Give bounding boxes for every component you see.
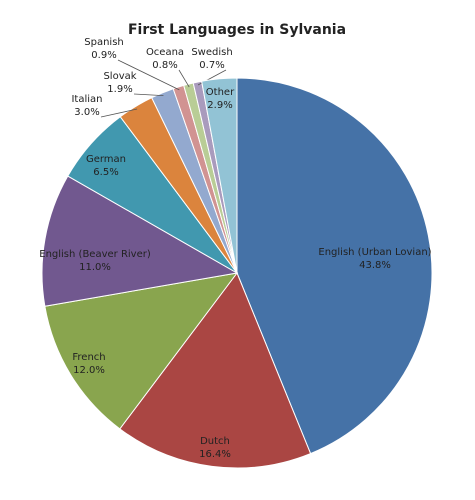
slice-value-label: 2.9%	[207, 100, 232, 111]
slice-value-label: 0.8%	[152, 60, 177, 71]
slice-value-label: 0.9%	[91, 50, 116, 61]
slice	[119, 271, 312, 469]
slice-label: Dutch	[200, 436, 230, 447]
slice-label: Slovak	[103, 71, 136, 82]
slice	[236, 77, 433, 455]
slice-value-label: 16.4%	[199, 449, 231, 460]
slice-label: English (Urban Lovian)	[318, 247, 431, 258]
slice-label: Spanish	[84, 37, 124, 48]
leader-line	[133, 93, 164, 97]
slice-value-label: 3.0%	[74, 107, 99, 118]
leader-line	[178, 69, 190, 88]
slice-value-label: 11.0%	[79, 262, 111, 273]
slice-label: French	[72, 352, 105, 363]
slice-label: Oceana	[146, 47, 184, 58]
slice-value-label: 0.7%	[199, 60, 224, 71]
slice-value-label: 12.0%	[73, 365, 105, 376]
slice-value-label: 6.5%	[93, 167, 118, 178]
slice-label: Swedish	[191, 47, 232, 58]
slice-label: German	[86, 154, 126, 165]
slice-value-label: 1.9%	[107, 84, 132, 95]
slice	[44, 272, 239, 430]
slice-label: Other	[206, 87, 235, 98]
slice-label: English (Beaver River)	[39, 249, 151, 260]
slice-value-label: 43.8%	[359, 260, 391, 271]
chart-title: First Languages in Sylvania	[128, 22, 346, 38]
slice	[201, 77, 238, 274]
slice	[41, 175, 239, 307]
leader-line	[117, 59, 180, 91]
slice-label: Italian	[71, 94, 102, 105]
leader-line	[100, 108, 138, 118]
